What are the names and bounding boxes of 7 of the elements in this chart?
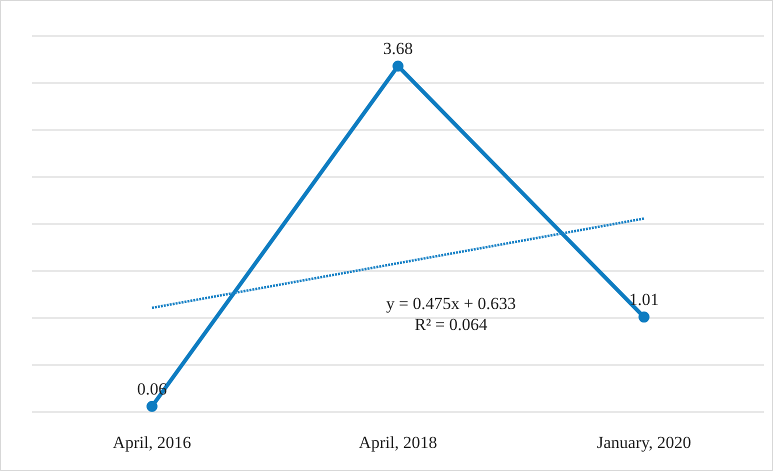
x-tick-label: April, 2018 (358, 433, 438, 452)
annotation: y = 0.475x + 0.633 (385, 293, 517, 314)
data-label: 3.68 (383, 39, 413, 58)
x-tick-label: April, 2016 (112, 433, 192, 452)
x-tick-label: January, 2020 (596, 433, 692, 452)
data-label: 1.01 (629, 290, 659, 310)
annotation: R² = 0.064 (414, 314, 488, 335)
